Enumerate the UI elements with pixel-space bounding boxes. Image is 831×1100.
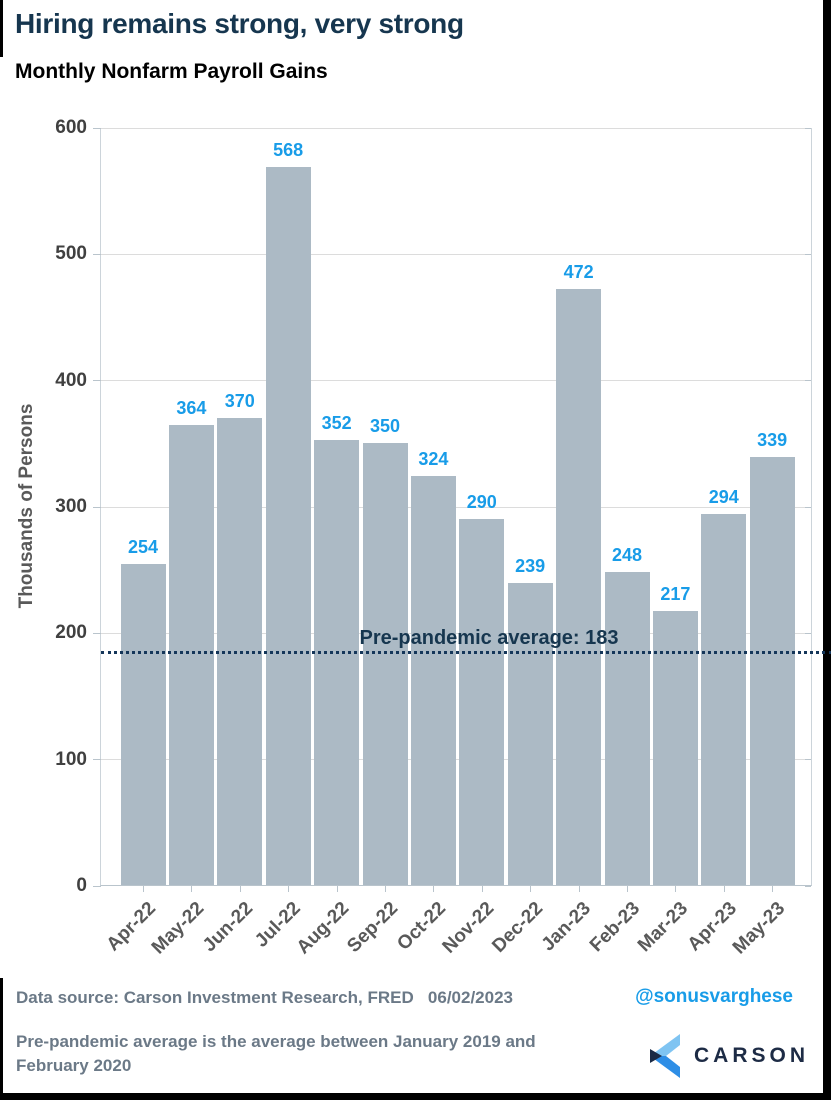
y-tick-mark — [805, 632, 811, 634]
y-tick-label: 600 — [55, 117, 87, 138]
x-tick-mark — [481, 886, 483, 892]
x-tick-mark — [336, 886, 338, 892]
bar-value-label: 217 — [660, 584, 691, 604]
y-tick-mark — [93, 380, 101, 382]
chart-subtitle: Monthly Nonfarm Payroll Gains — [15, 60, 328, 83]
bar-value-label: 568 — [273, 140, 304, 160]
bar — [265, 167, 311, 885]
y-tick-label: 300 — [55, 496, 87, 517]
x-tick-label: Feb-23 — [585, 898, 644, 957]
bar — [507, 583, 553, 885]
bar-value-label: 370 — [224, 391, 255, 411]
gridline — [101, 632, 811, 634]
border-bottom — [0, 1093, 831, 1100]
y-tick-mark — [93, 885, 101, 887]
bar-value-label: 350 — [369, 416, 401, 436]
gridline — [101, 380, 811, 382]
footnote-text: Pre-pandemic average is the average betw… — [16, 1032, 536, 1075]
y-tick-mark — [805, 885, 811, 887]
bar-value-label: 248 — [611, 545, 643, 565]
gridline — [101, 506, 811, 508]
bar — [556, 289, 602, 885]
bar — [410, 476, 456, 885]
average-line-label: Pre-pandemic average: 183 — [359, 626, 619, 649]
bar-value-label: 324 — [418, 449, 449, 469]
x-tick-mark — [143, 886, 144, 892]
y-tick-mark — [805, 759, 811, 761]
y-tick-label: 100 — [55, 748, 87, 770]
bar — [701, 514, 747, 885]
bar — [749, 457, 795, 885]
average-line — [101, 650, 831, 654]
y-tick-mark — [805, 380, 811, 382]
border-left-bottom — [0, 978, 3, 1100]
y-tick-mark — [93, 127, 101, 129]
bar — [459, 519, 505, 885]
bar — [362, 443, 408, 885]
x-tick-mark — [288, 886, 290, 892]
gridline — [101, 253, 811, 255]
gridline — [101, 127, 811, 129]
gridline — [101, 759, 811, 761]
bar-value-label: 364 — [176, 398, 207, 418]
bar-value-label: 472 — [563, 262, 594, 282]
x-tick-label: Jan-23 — [538, 898, 596, 956]
border-right — [823, 0, 831, 1100]
x-tick-mark — [578, 886, 580, 892]
x-tick-label: Jun-22 — [198, 898, 257, 957]
border-left-top — [0, 0, 3, 57]
bar — [120, 564, 166, 885]
bar — [168, 425, 214, 885]
twitter-handle: @sonusvarghese — [635, 986, 793, 1007]
x-tick-mark — [723, 886, 725, 892]
x-tick-mark — [675, 886, 677, 892]
x-tick-mark — [530, 886, 532, 892]
page-title: Hiring remains strong, very strong — [15, 8, 464, 39]
x-tick-label: Aug-22 — [293, 898, 354, 959]
data-source-text: Data source: Carson Investment Research,… — [16, 988, 513, 1007]
y-tick-label: 400 — [55, 369, 87, 391]
x-tick-label: May-22 — [147, 898, 209, 959]
bar-value-label: 239 — [515, 556, 546, 576]
y-tick-mark — [93, 759, 101, 761]
y-tick-label: 0 — [76, 875, 87, 896]
x-tick-mark — [772, 886, 774, 892]
x-tick-label: May-23 — [728, 898, 790, 959]
x-tick-label: Mar-23 — [634, 898, 693, 957]
y-tick-mark — [805, 127, 811, 129]
bar — [652, 611, 698, 885]
x-tick-mark — [433, 886, 435, 892]
carson-chevron-icon — [649, 1034, 680, 1078]
bar-value-label: 352 — [321, 413, 352, 433]
y-tick-mark — [805, 253, 811, 255]
carson-logo: CARSON — [644, 1034, 809, 1078]
x-tick-mark — [385, 886, 386, 892]
bar — [314, 440, 360, 885]
y-tick-mark — [805, 506, 811, 508]
plot-area: 0 100 200 300 400 500 600 254 Apr-22 364 May-22 370… — [55, 117, 831, 958]
x-tick-label: Sep-22 — [342, 898, 402, 957]
y-tick-label: 200 — [55, 622, 87, 644]
bar — [604, 572, 650, 885]
y-tick-label: 500 — [55, 243, 87, 265]
x-tick-mark — [239, 886, 241, 892]
bar-value-label: 294 — [708, 487, 739, 507]
x-tick-label: Nov-22 — [439, 898, 499, 958]
y-tick-mark — [93, 506, 101, 508]
y-tick-mark — [93, 253, 101, 255]
bar-value-label: 254 — [127, 537, 159, 557]
x-tick-mark — [627, 886, 628, 892]
y-tick-mark — [93, 632, 101, 634]
carson-wordmark: CARSON — [693, 1044, 809, 1067]
bar-value-label: 290 — [466, 492, 497, 512]
bar-value-label: 339 — [757, 430, 788, 450]
x-tick-label: Dec-22 — [488, 898, 548, 957]
x-tick-mark — [191, 886, 193, 892]
